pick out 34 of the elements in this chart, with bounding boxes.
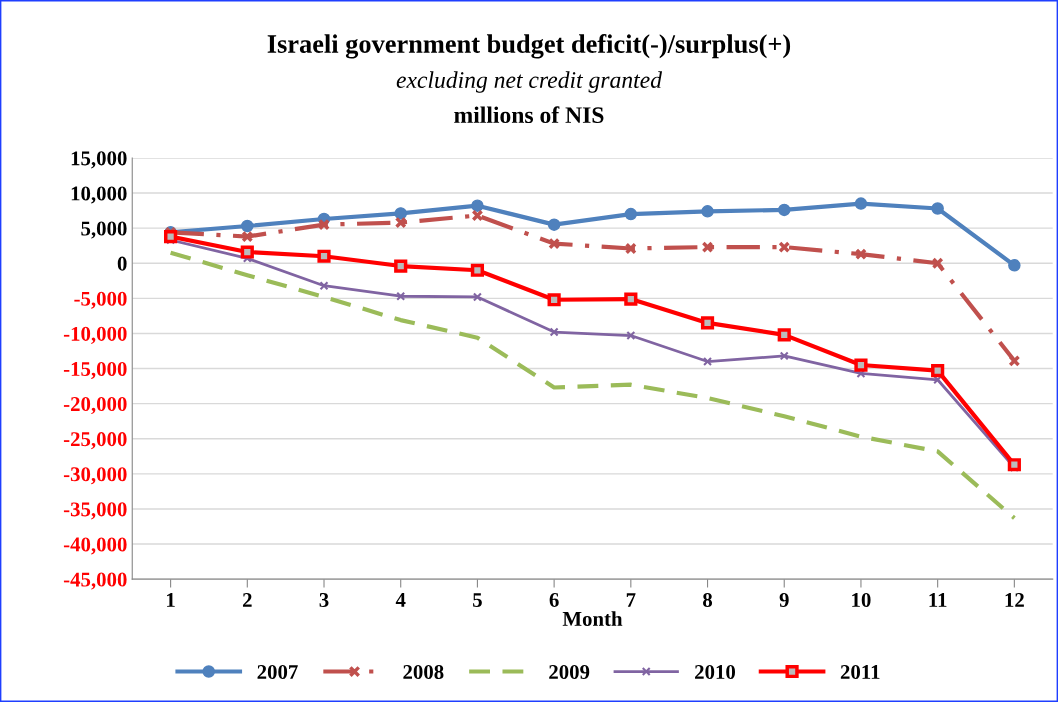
y-tick-label: -15,000 (63, 361, 127, 379)
y-tick-label: -40,000 (63, 537, 127, 555)
x-tick-label: 5 (473, 593, 482, 608)
y-tick-label: 15,000 (71, 151, 127, 169)
x-tick-label: 6 (549, 593, 559, 608)
y-tick-label: -10,000 (63, 326, 127, 344)
x-tick-label: 9 (779, 593, 789, 608)
chart-title: Israeli government budget deficit(-)/surplus(+) (267, 34, 791, 59)
y-tick-label: -35,000 (63, 502, 127, 520)
y-tick-label: -25,000 (63, 432, 127, 450)
legend-label: 2007 (257, 664, 298, 680)
text: millions of NIS (454, 106, 604, 124)
x-tick-label: 8 (703, 592, 713, 608)
y-tick-label: 0 (117, 256, 127, 271)
y-tick-label: -5,000 (74, 291, 127, 309)
y-tick-label: 10,000 (71, 186, 127, 204)
y-tick-label: -20,000 (63, 397, 127, 415)
x-tick-label: 7 (626, 593, 636, 607)
x-tick-label: 12 (1005, 593, 1024, 607)
legend-label: 2011 (840, 664, 880, 680)
y-tick-label: -30,000 (63, 467, 127, 485)
x-axis-title: Month (562, 611, 623, 626)
y-tick-label: 5,000 (81, 221, 127, 239)
y-tick-label: -45,000 (63, 572, 127, 590)
x-tick-label: 11 (929, 593, 947, 607)
x-tick-label: 1 (167, 593, 175, 607)
legend-label: 2008 (403, 664, 444, 680)
x-tick-label: 4 (395, 593, 406, 607)
legend-label: 2009 (549, 664, 590, 680)
x-tick-label: 10 (852, 592, 871, 608)
chart-subtitle: excluding net credit granted (396, 71, 663, 93)
x-tick-label: 2 (242, 593, 252, 607)
x-tick-label: 3 (319, 593, 329, 608)
legend-label: 2010 (695, 664, 736, 680)
